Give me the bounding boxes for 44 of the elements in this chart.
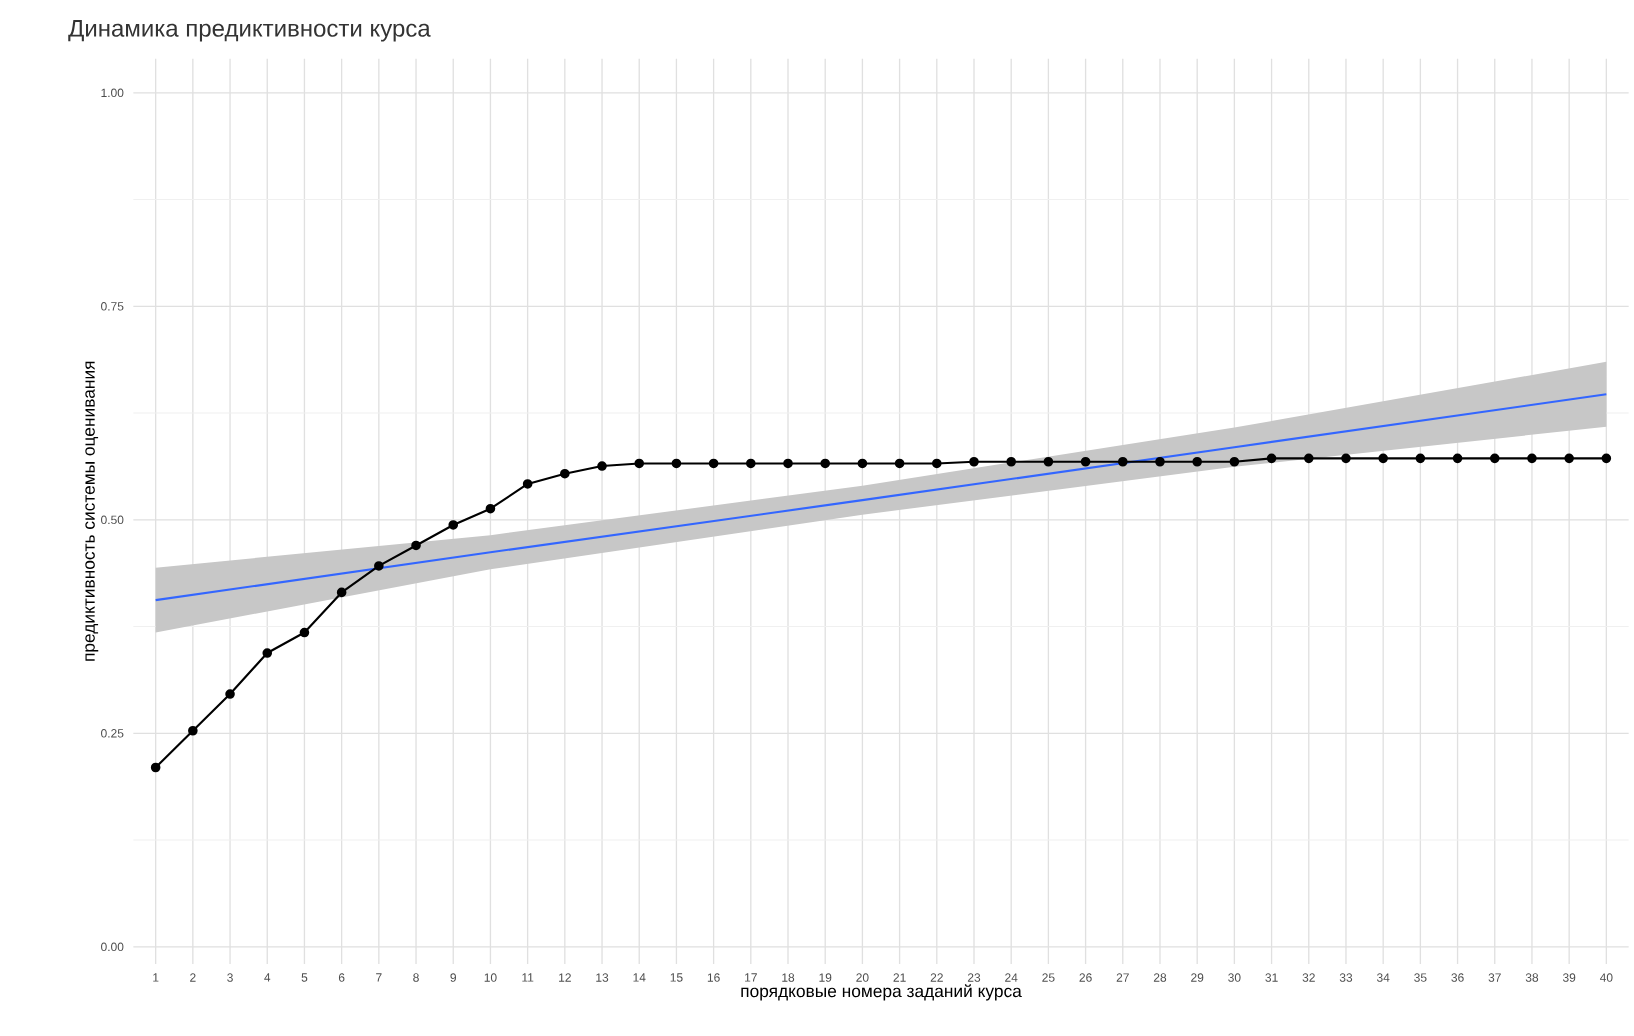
point [1117,456,1128,467]
point [299,627,310,638]
point [820,458,831,469]
point [225,689,235,699]
point [857,458,868,469]
x-axis-title: порядковые номера заданий курса [741,984,1022,1001]
point [1229,456,1240,467]
point [1415,453,1426,464]
point [1452,453,1463,464]
point [597,461,607,471]
line-series [154,393,1608,602]
point [188,725,198,736]
point [1266,453,1277,464]
point [336,587,347,598]
point [374,561,384,571]
point [634,458,645,469]
point [1080,456,1091,467]
point [671,458,682,469]
point [1527,453,1537,464]
point [448,520,459,530]
point [1006,456,1016,467]
y-axis-title: предиктивность системы оценивания [85,361,99,661]
point [262,648,273,658]
point [969,456,979,467]
point [1043,456,1054,467]
point [522,479,533,489]
point [746,458,756,469]
point [1564,453,1574,464]
point [150,762,161,773]
point [1192,456,1202,467]
point [932,458,942,469]
point [485,503,496,514]
point [894,458,905,469]
point [1378,453,1388,464]
point [783,458,793,469]
point [560,468,570,479]
chart-title: Динамика предиктивности курса [68,20,431,42]
point [1601,453,1612,464]
point [1489,453,1500,464]
point [1303,453,1314,464]
point [1155,456,1165,467]
point [411,540,421,551]
point [1341,453,1351,464]
point [708,458,719,469]
